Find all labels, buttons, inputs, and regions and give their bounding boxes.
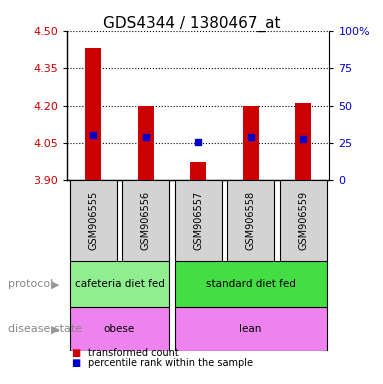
Bar [227, 180, 274, 261]
Bar [138, 106, 154, 180]
Text: GSM906558: GSM906558 [246, 191, 256, 250]
Text: GDS4344 / 1380467_at: GDS4344 / 1380467_at [103, 15, 280, 31]
Text: protocol: protocol [8, 279, 53, 289]
Bar [175, 307, 327, 351]
Text: GSM906559: GSM906559 [298, 191, 308, 250]
Bar [295, 103, 311, 180]
Text: ■: ■ [71, 348, 80, 358]
Text: GSM906555: GSM906555 [88, 191, 98, 250]
Bar [70, 307, 169, 351]
Text: cafeteria diet fed: cafeteria diet fed [75, 279, 164, 289]
Text: obese: obese [104, 324, 135, 334]
Bar [85, 48, 101, 180]
Bar [243, 106, 259, 180]
Text: percentile rank within the sample: percentile rank within the sample [88, 358, 253, 368]
Text: ▶: ▶ [51, 324, 59, 334]
Bar [70, 180, 117, 261]
Bar [70, 261, 169, 307]
Text: transformed count: transformed count [88, 348, 179, 358]
Bar [190, 162, 206, 180]
Text: GSM906557: GSM906557 [193, 191, 203, 250]
Bar [175, 180, 222, 261]
Bar [122, 180, 169, 261]
Text: GSM906556: GSM906556 [141, 191, 151, 250]
Text: standard diet fed: standard diet fed [206, 279, 296, 289]
Bar [175, 261, 327, 307]
Text: disease state: disease state [8, 324, 82, 334]
Text: lean: lean [239, 324, 262, 334]
Text: ▶: ▶ [51, 279, 59, 289]
Text: ■: ■ [71, 358, 80, 368]
Bar [280, 180, 327, 261]
